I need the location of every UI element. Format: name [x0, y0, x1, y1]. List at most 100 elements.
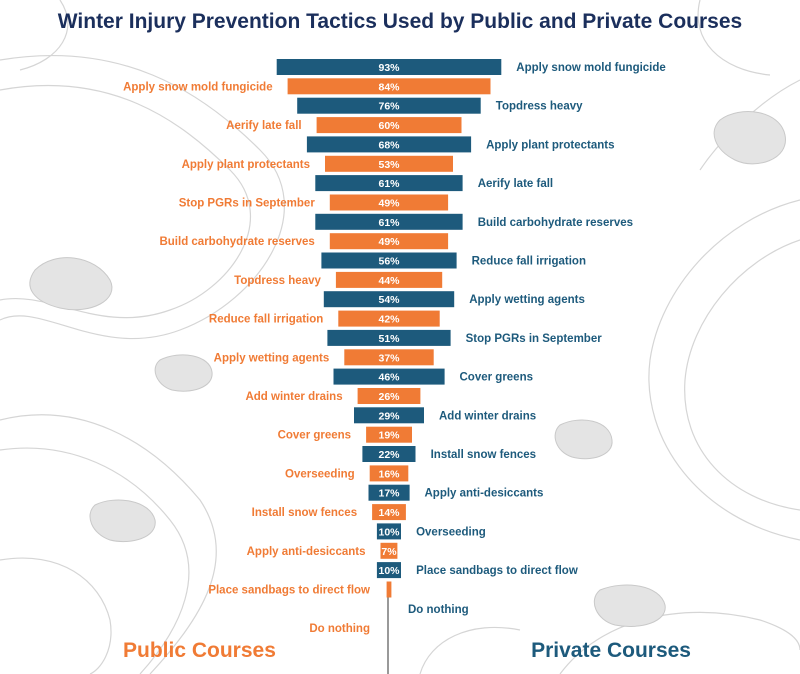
private-bar	[297, 97, 481, 114]
private-value-label: 56%	[378, 256, 400, 268]
public-value-label: 42%	[378, 314, 400, 326]
private-value-label: 54%	[378, 294, 400, 306]
private-value-label: 61%	[378, 217, 400, 229]
private-category-label: Add winter drains	[439, 410, 536, 422]
private-bar	[376, 523, 401, 540]
public-bar-group: 14% Install snow fences	[252, 504, 406, 521]
public-category-label: Install snow fences	[252, 507, 357, 519]
private-value-label: 93%	[378, 62, 400, 74]
private-bar	[327, 329, 451, 346]
private-value-label: 68%	[378, 139, 400, 151]
public-bar-group: 19% Cover greens	[278, 426, 412, 443]
private-value-label: 46%	[378, 372, 400, 384]
public-category-label: Do nothing	[309, 623, 370, 635]
private-bar	[315, 175, 463, 192]
public-value-label: 14%	[378, 507, 400, 519]
public-bar-group: 53% Apply plant protectants	[182, 155, 453, 172]
private-bar-group: 29% Add winter drains	[354, 407, 536, 424]
private-bar	[368, 484, 410, 501]
private-bar-group: 10% Overseeding	[376, 523, 486, 540]
private-bar-group: 61% Aerify late fall	[315, 175, 553, 192]
private-category-label: Cover greens	[460, 372, 534, 384]
private-value-label: 10%	[378, 526, 400, 538]
public-bar	[344, 349, 434, 366]
private-value-label: 76%	[378, 101, 400, 113]
public-category-label: Place sandbags to direct flow	[208, 585, 370, 597]
private-bar-group: 46% Cover greens	[333, 368, 534, 385]
private-value-label: 29%	[378, 410, 400, 422]
private-bar-group: 54% Apply wetting agents	[323, 291, 585, 308]
private-courses-label: Private Courses	[531, 639, 691, 662]
private-value-label: 22%	[378, 449, 400, 461]
private-bar-group: 76% Topdress heavy	[297, 97, 583, 114]
private-category-label: Aerify late fall	[478, 178, 553, 190]
public-bar	[380, 542, 398, 559]
public-bar-group: 49% Build carbohydrate reserves	[159, 233, 449, 250]
private-bar-group: 22% Install snow fences	[362, 446, 536, 462]
public-bar	[372, 504, 406, 521]
public-bar	[335, 271, 443, 288]
public-value-label: 44%	[378, 275, 400, 287]
public-bar	[386, 581, 392, 598]
public-category-label: Aerify late fall	[226, 120, 301, 132]
public-value-label: 53%	[378, 159, 400, 171]
private-category-label: Apply snow mold fungicide	[516, 62, 666, 74]
public-bar-group: 60% Aerify late fall	[226, 117, 462, 134]
public-bar	[329, 194, 449, 211]
private-value-label: 51%	[378, 333, 400, 345]
private-bar-group: 17% Apply anti-desiccants	[368, 484, 544, 501]
public-value-label: 49%	[378, 236, 400, 248]
private-bar-group: Do nothing	[408, 604, 469, 616]
public-bar-group: 37% Apply wetting agents	[214, 349, 434, 366]
public-value-label: 49%	[378, 198, 400, 210]
public-bar-group: 42% Reduce fall irrigation	[209, 310, 440, 327]
private-value-label: 17%	[378, 488, 400, 500]
public-bar-group: 7% Apply anti-desiccants	[247, 542, 398, 559]
public-bar-group: Do nothing	[309, 623, 370, 635]
private-bar	[333, 368, 445, 385]
public-category-label: Apply anti-desiccants	[247, 546, 366, 558]
private-category-label: Apply wetting agents	[469, 294, 585, 306]
private-bar	[323, 291, 455, 308]
public-category-label: Build carbohydrate reserves	[159, 236, 314, 248]
public-bar	[366, 426, 412, 443]
public-value-label: 37%	[378, 352, 400, 364]
private-bar	[315, 213, 463, 230]
private-category-label: Topdress heavy	[496, 101, 583, 113]
public-category-label: Apply snow mold fungicide	[123, 81, 273, 93]
bars-layer: 93% Apply snow mold fungicide 84% Apply sno…	[123, 59, 666, 635]
private-bar	[376, 562, 401, 579]
private-category-label: Install snow fences	[431, 449, 536, 461]
public-category-label: Apply wetting agents	[214, 352, 330, 364]
public-value-label: 16%	[378, 468, 400, 480]
private-category-label: Overseeding	[416, 526, 486, 538]
public-category-label: Cover greens	[278, 430, 352, 442]
private-bar-group: 10% Place sandbags to direct flow	[376, 562, 578, 579]
public-value-label: 84%	[378, 81, 400, 93]
public-bar-group: 84% Apply snow mold fungicide	[123, 78, 491, 95]
public-category-label: Stop PGRs in September	[179, 198, 316, 210]
public-bar-group: 16% Overseeding	[285, 465, 409, 482]
private-category-label: Stop PGRs in September	[466, 333, 603, 345]
public-category-label: Topdress heavy	[234, 275, 321, 287]
chart-title: Winter Injury Prevention Tactics Used by…	[58, 10, 742, 33]
private-bar-group: 51% Stop PGRs in September	[327, 329, 603, 346]
private-category-label: Do nothing	[408, 604, 469, 616]
public-value-label: 19%	[378, 430, 400, 442]
private-category-label: Place sandbags to direct flow	[416, 565, 578, 577]
public-bar	[316, 117, 462, 134]
public-bar-group: 26% Add winter drains	[245, 388, 421, 404]
public-category-label: Apply plant protectants	[182, 159, 310, 171]
private-bar-group: 61% Build carbohydrate reserves	[315, 213, 633, 230]
private-bar-group: 68% Apply plant protectants	[306, 136, 615, 153]
public-value-label: 26%	[378, 391, 400, 403]
private-bar	[354, 407, 424, 424]
private-category-label: Apply anti-desiccants	[425, 488, 544, 500]
public-bar-group: 49% Stop PGRs in September	[179, 194, 449, 211]
public-category-label: Overseeding	[285, 468, 355, 480]
public-bar	[325, 155, 453, 172]
public-bar	[329, 233, 449, 250]
private-category-label: Build carbohydrate reserves	[478, 217, 633, 229]
public-bar	[357, 388, 421, 404]
